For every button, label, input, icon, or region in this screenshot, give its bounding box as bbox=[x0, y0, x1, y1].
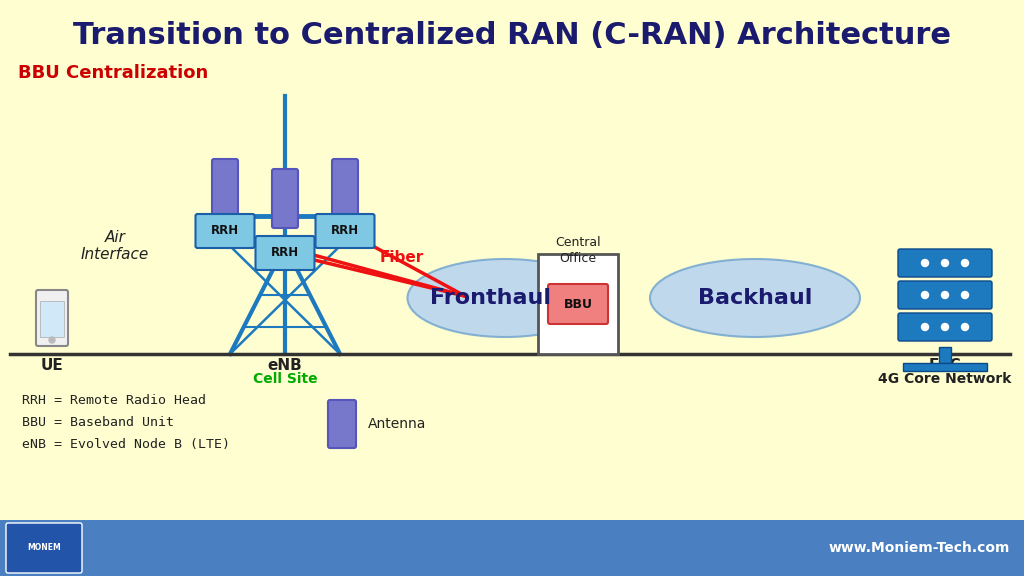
Text: eNB: eNB bbox=[267, 358, 302, 373]
Circle shape bbox=[922, 291, 929, 298]
Text: www.Moniem-Tech.com: www.Moniem-Tech.com bbox=[828, 541, 1010, 555]
Text: eNB = Evolved Node B (LTE): eNB = Evolved Node B (LTE) bbox=[22, 438, 230, 451]
FancyBboxPatch shape bbox=[328, 400, 356, 448]
FancyBboxPatch shape bbox=[40, 301, 63, 337]
Text: MONEM: MONEM bbox=[27, 544, 60, 552]
Text: RRH: RRH bbox=[271, 247, 299, 260]
FancyBboxPatch shape bbox=[903, 363, 987, 371]
Circle shape bbox=[922, 260, 929, 267]
Text: RRH = Remote Radio Head: RRH = Remote Radio Head bbox=[22, 394, 206, 407]
Text: RRH: RRH bbox=[211, 225, 239, 237]
Circle shape bbox=[941, 291, 948, 298]
FancyBboxPatch shape bbox=[898, 281, 992, 309]
FancyBboxPatch shape bbox=[196, 214, 255, 248]
Text: Antenna: Antenna bbox=[368, 417, 426, 431]
FancyBboxPatch shape bbox=[898, 249, 992, 277]
Text: EPC: EPC bbox=[929, 358, 962, 373]
Circle shape bbox=[962, 291, 969, 298]
FancyBboxPatch shape bbox=[332, 159, 358, 218]
Circle shape bbox=[922, 324, 929, 331]
Text: Transition to Centralized RAN (C-RAN) Architecture: Transition to Centralized RAN (C-RAN) Ar… bbox=[73, 21, 951, 50]
FancyBboxPatch shape bbox=[212, 159, 238, 218]
Ellipse shape bbox=[408, 259, 602, 337]
Circle shape bbox=[962, 260, 969, 267]
FancyBboxPatch shape bbox=[256, 236, 314, 270]
FancyBboxPatch shape bbox=[315, 214, 375, 248]
FancyBboxPatch shape bbox=[0, 520, 1024, 576]
Text: BBU: BBU bbox=[563, 297, 593, 310]
FancyBboxPatch shape bbox=[538, 254, 618, 354]
FancyBboxPatch shape bbox=[272, 169, 298, 228]
Ellipse shape bbox=[650, 259, 860, 337]
Text: Fiber: Fiber bbox=[380, 251, 424, 266]
Text: Fronthaul: Fronthaul bbox=[429, 288, 551, 308]
FancyBboxPatch shape bbox=[548, 284, 608, 324]
FancyBboxPatch shape bbox=[939, 347, 951, 363]
Text: Air
Interface: Air Interface bbox=[81, 230, 150, 262]
Circle shape bbox=[941, 324, 948, 331]
Circle shape bbox=[49, 337, 55, 343]
Text: UE: UE bbox=[41, 358, 63, 373]
Text: BBU = Baseband Unit: BBU = Baseband Unit bbox=[22, 416, 174, 429]
Text: Cell Site: Cell Site bbox=[253, 372, 317, 386]
FancyBboxPatch shape bbox=[6, 523, 82, 573]
Text: Central
Office: Central Office bbox=[555, 236, 601, 265]
FancyBboxPatch shape bbox=[36, 290, 68, 346]
Text: Backhaul: Backhaul bbox=[697, 288, 812, 308]
FancyBboxPatch shape bbox=[898, 313, 992, 341]
Text: RRH: RRH bbox=[331, 225, 359, 237]
Circle shape bbox=[941, 260, 948, 267]
Text: BBU Centralization: BBU Centralization bbox=[18, 64, 208, 82]
Text: 4G Core Network: 4G Core Network bbox=[879, 372, 1012, 386]
Circle shape bbox=[962, 324, 969, 331]
